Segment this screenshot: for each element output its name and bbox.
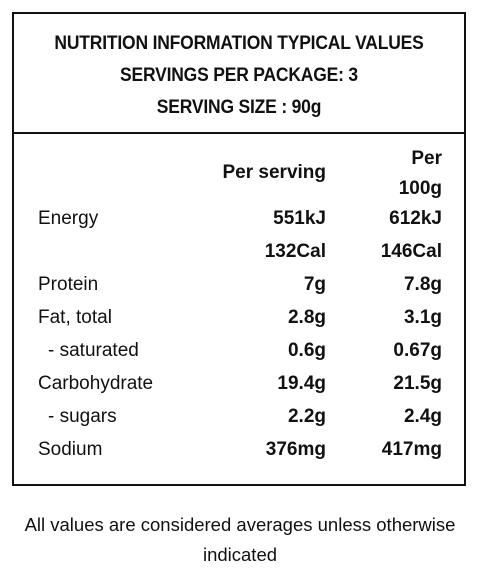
table-row: Energy 551kJ 612kJ — [14, 204, 464, 234]
table-row: Protein 7g 7.8g — [14, 270, 464, 300]
column-header-per-100g: Per 100g — [399, 144, 442, 204]
per-100g-value: 2.4g — [403, 406, 442, 427]
per-100g-value: 146Cal — [380, 241, 442, 262]
nutrition-panel: NUTRITION INFORMATION TYPICAL VALUES SER… — [12, 12, 466, 486]
table-row: - sugars 2.2g 2.4g — [14, 402, 464, 432]
column-header-per-100g-line1: Per — [411, 148, 442, 169]
per-serving-value: 2.2g — [287, 406, 326, 427]
nutrient-label: - saturated — [48, 340, 139, 361]
per-serving-value: 551kJ — [273, 208, 326, 229]
per-100g-value: 612kJ — [389, 208, 442, 229]
servings-per-package: SERVINGS PER PACKAGE: 3 — [120, 65, 358, 86]
column-header-per-serving: Per serving — [222, 162, 327, 183]
per-100g-value: 417mg — [381, 439, 442, 460]
per-100g-value: 7.8g — [403, 274, 442, 295]
per-100g-value: 0.67g — [393, 340, 442, 361]
footnote: All values are considered averages unles… — [24, 514, 456, 565]
table-row: Carbohydrate 19.4g 21.5g — [14, 369, 464, 399]
table-row: Fat, total 2.8g 3.1g — [14, 303, 464, 333]
table-row: - saturated 0.6g 0.67g — [14, 336, 464, 366]
per-100g-value: 3.1g — [403, 307, 442, 328]
serving-size: SERVING SIZE : 90g — [156, 97, 322, 118]
per-serving-value: 376mg — [265, 439, 326, 460]
per-serving-value: 2.8g — [287, 307, 326, 328]
nutrient-label: Protein — [38, 274, 99, 295]
panel-header: NUTRITION INFORMATION TYPICAL VALUES SER… — [14, 14, 464, 134]
per-100g-value: 21.5g — [393, 373, 442, 394]
nutrient-label: Fat, total — [38, 307, 112, 328]
nutrient-label: Carbohydrate — [38, 373, 154, 394]
per-serving-value: 19.4g — [277, 373, 326, 394]
per-serving-value: 7g — [303, 274, 326, 295]
nutrient-label: Energy — [38, 208, 99, 229]
per-serving-value: 132Cal — [264, 241, 326, 262]
nutrient-label: - sugars — [48, 406, 117, 427]
panel-title: NUTRITION INFORMATION TYPICAL VALUES — [54, 33, 424, 54]
per-serving-value: 0.6g — [287, 340, 326, 361]
column-header-per-100g-line2: 100g — [398, 178, 442, 199]
table-row: Sodium 376mg 417mg — [14, 435, 464, 465]
table-row: 132Cal 146Cal — [14, 237, 464, 267]
nutrient-label: Sodium — [38, 439, 103, 460]
